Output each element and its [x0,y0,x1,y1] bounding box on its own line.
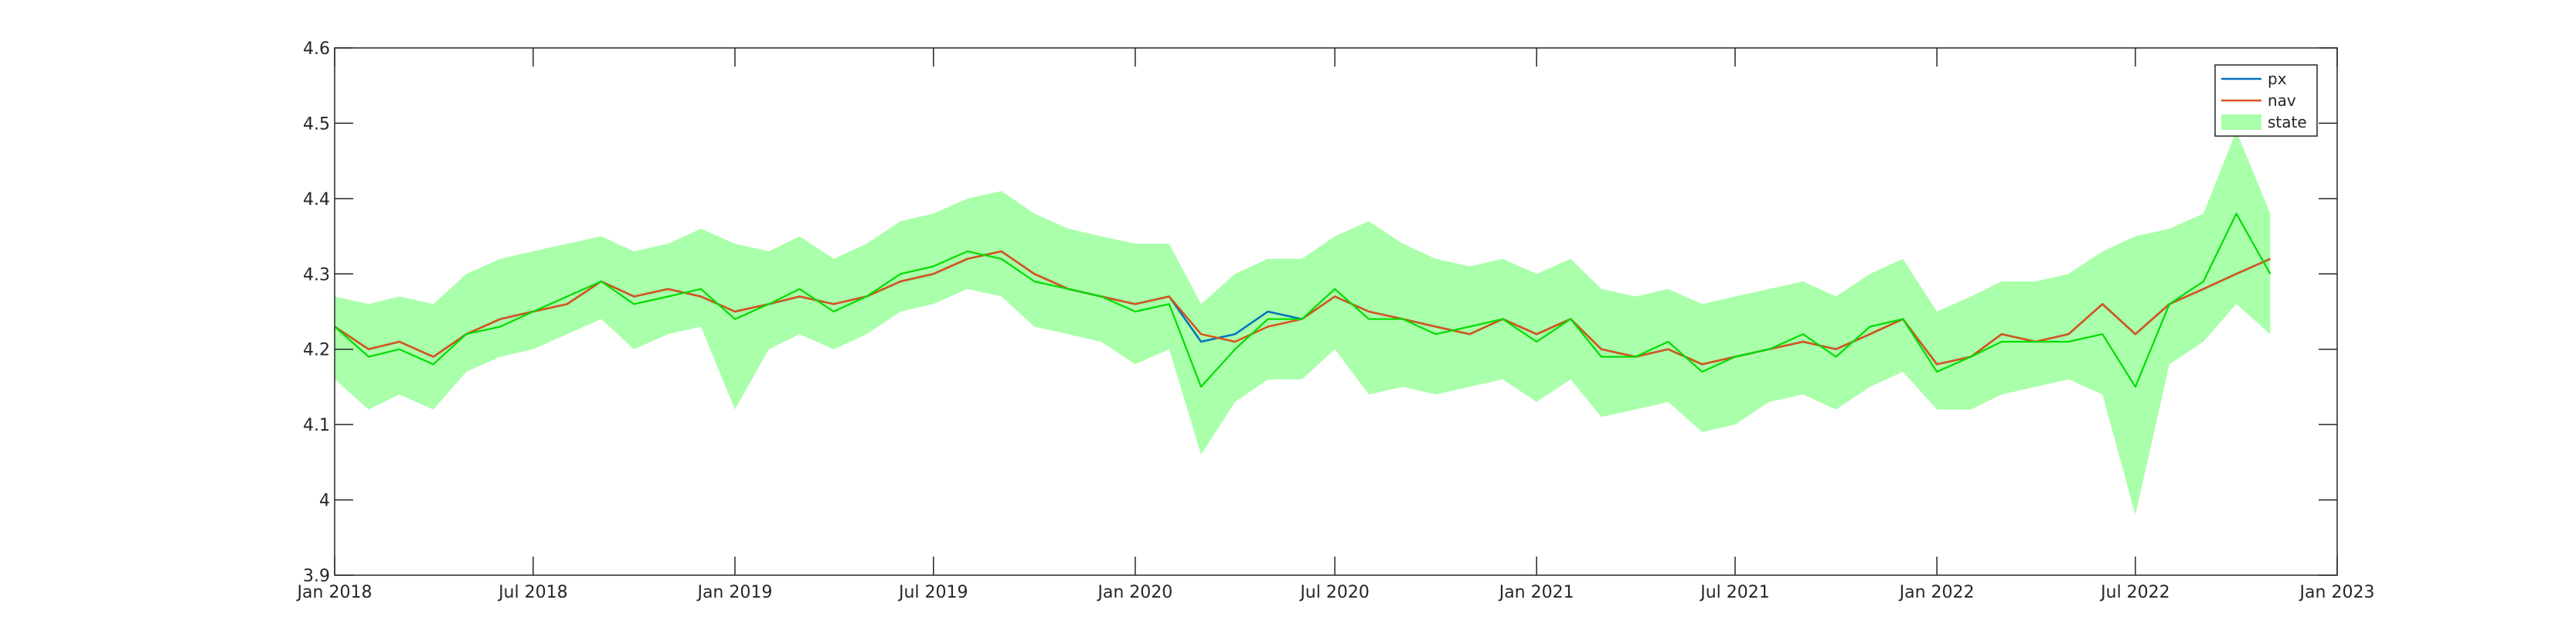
legend: px nav state [2214,64,2318,137]
y-tick-label: 4.1 [303,416,330,435]
axis-ticks: Jan 2018 Jul 2018 Jan 2019 Jul 2019 Jan 2020… [296,39,2375,602]
x-tick-label: Jul 2018 [497,583,568,602]
x-tick-label: Jan 2021 [1498,583,1574,602]
y-tick-label: 4.2 [303,341,330,360]
series-lines-layer [334,213,2271,388]
legend-label-nav: nav [2268,91,2296,110]
x-tick-label: Jan 2020 [1096,583,1172,602]
legend-label-state: state [2268,113,2307,131]
x-tick-label: Jul 2020 [1298,583,1370,602]
x-tick-label: Jul 2019 [897,583,968,602]
y-tick-label: 4.5 [303,114,330,134]
legend-label-px: px [2268,70,2287,88]
legend-swatch-state [2221,114,2261,130]
y-tick-label: 4.6 [303,39,330,59]
x-tick-label: Jan 2019 [696,583,772,602]
state-band [335,131,2271,516]
y-tick-label: 4.4 [303,190,330,210]
axes-box [334,47,2338,576]
state-band-layer [335,131,2271,516]
x-tick-label: Jan 2022 [1898,583,1975,602]
x-tick-label: Jan 2023 [2299,583,2375,602]
y-tick-label: 3.9 [303,567,330,586]
x-tick-label: Jan 2018 [296,583,373,602]
y-tick-label: 4 [319,492,330,511]
x-tick-label: Jul 2021 [1699,583,1770,602]
state-series-line [334,213,2271,388]
x-tick-label: Jul 2022 [2099,583,2170,602]
y-tick-label: 4.3 [303,265,330,285]
